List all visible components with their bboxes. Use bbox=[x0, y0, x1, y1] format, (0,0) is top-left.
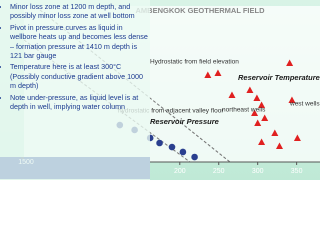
x-tick-label: 350 bbox=[291, 168, 303, 175]
annotation: Hydrostatic from field elevation bbox=[150, 59, 239, 66]
temperature-point bbox=[204, 71, 212, 79]
x-tick-label: 200 bbox=[174, 168, 186, 175]
temperature-point bbox=[288, 96, 296, 103]
temperature-point bbox=[254, 119, 262, 126]
pressure-point bbox=[191, 153, 198, 161]
temperature-point bbox=[275, 142, 283, 149]
bullet: Minor loss zone at 1200 m depth, and pos… bbox=[10, 2, 150, 21]
temperature-point bbox=[261, 114, 269, 122]
chart-title: AMBENGKOK GEOTHERMAL FIELD bbox=[135, 6, 265, 15]
slide: AMBENGKOK GEOTHERMAL FIELD 1502002503003… bbox=[0, 0, 320, 180]
series-label: Reservoir Temperature bbox=[238, 73, 320, 82]
temperature-point bbox=[228, 91, 236, 98]
series-label: Reservoir Pressure bbox=[150, 117, 219, 126]
temperature-point bbox=[253, 94, 261, 102]
bullet: Pivot in pressure curves as liquid in we… bbox=[10, 23, 150, 61]
temperature-point bbox=[271, 129, 279, 137]
pressure-point bbox=[156, 139, 163, 147]
temperature-point bbox=[258, 138, 266, 146]
temperature-point bbox=[246, 86, 254, 94]
temperature-point bbox=[293, 134, 301, 141]
pressure-point bbox=[179, 148, 187, 156]
x-tick-label: 250 bbox=[213, 168, 225, 175]
bullet-list: Minor loss zone at 1200 m depth, and pos… bbox=[0, 2, 150, 111]
pressure-point bbox=[168, 143, 176, 151]
bullet-panel: Minor loss zone at 1200 m depth, and pos… bbox=[0, 0, 150, 180]
temperature-point bbox=[258, 101, 266, 109]
x-tick-label: 300 bbox=[252, 168, 264, 175]
annotation: hydrostatic from adjacent valley floor bbox=[118, 108, 224, 115]
bullet: Note under-pressure, as liquid level is … bbox=[10, 93, 150, 112]
annotation: west wells bbox=[289, 101, 320, 108]
temperature-point bbox=[286, 59, 294, 66]
bullet: Temperature here is at least 300°C (Poss… bbox=[10, 62, 150, 90]
temperature-point bbox=[214, 69, 222, 76]
temperature-point bbox=[251, 109, 259, 117]
annotation: northeast wells bbox=[222, 107, 266, 114]
